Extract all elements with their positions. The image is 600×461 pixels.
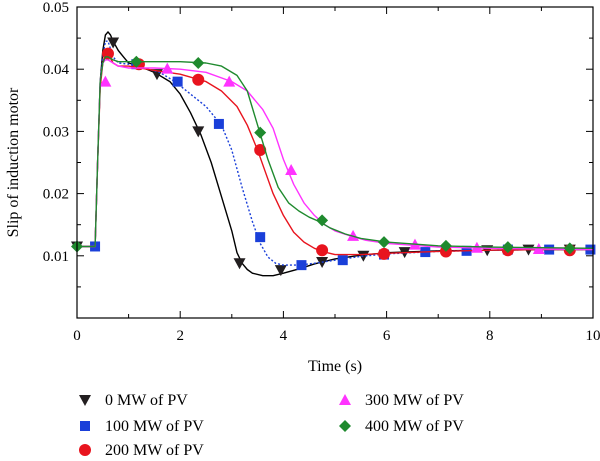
data-point bbox=[378, 236, 391, 249]
series-line bbox=[77, 40, 593, 266]
data-point bbox=[233, 258, 246, 270]
series-4 bbox=[71, 55, 594, 255]
legend-label: 400 MW of PV bbox=[365, 418, 464, 435]
legend-marker bbox=[80, 421, 90, 431]
data-point bbox=[172, 76, 183, 87]
data-point bbox=[532, 242, 545, 254]
y-axis-title: Slip of induction motor bbox=[5, 87, 22, 237]
data-point bbox=[254, 144, 267, 157]
legend-item: 300 MW of PV bbox=[339, 392, 464, 409]
data-point bbox=[347, 229, 360, 241]
legend: 0 MW of PV 100 MW of PV 200 MW of PV 300 MW… bbox=[79, 392, 464, 459]
data-point bbox=[99, 75, 112, 87]
legend-label: 100 MW of PV bbox=[105, 418, 204, 435]
y-tick-label: 0.04 bbox=[43, 62, 70, 78]
x-tick-label: 2 bbox=[176, 328, 184, 344]
axes-layer: 0 2 4 6 8 10 0.01 0.02 0.03 0.04 0.05 bbox=[43, 0, 600, 344]
series-2 bbox=[77, 47, 593, 260]
legend-marker bbox=[79, 395, 91, 406]
x-tick-label: 6 bbox=[383, 328, 391, 344]
series-line bbox=[77, 31, 593, 277]
legend-marker bbox=[339, 420, 351, 432]
legend-item: 100 MW of PV bbox=[80, 418, 204, 435]
x-axis-title: Time (s) bbox=[308, 358, 362, 375]
x-tick-label: 8 bbox=[486, 328, 494, 344]
y-tick-label: 0.02 bbox=[43, 187, 69, 203]
legend-label: 300 MW of PV bbox=[365, 392, 464, 409]
data-point bbox=[255, 232, 266, 243]
series-line bbox=[77, 59, 594, 251]
data-point bbox=[107, 37, 120, 49]
legend-item: 200 MW of PV bbox=[79, 442, 204, 459]
data-point bbox=[130, 55, 143, 68]
series-layer bbox=[71, 31, 596, 277]
data-point bbox=[192, 56, 205, 69]
data-point bbox=[285, 163, 298, 175]
x-tick-label: 4 bbox=[280, 328, 288, 344]
x-tick-label: 0 bbox=[73, 328, 81, 344]
series-line bbox=[77, 56, 594, 249]
x-tick-label: 10 bbox=[586, 328, 600, 344]
data-point bbox=[501, 241, 514, 254]
data-point bbox=[316, 214, 329, 227]
y-tick-label: 0.05 bbox=[43, 0, 69, 16]
legend-item: 400 MW of PV bbox=[339, 418, 464, 435]
data-point bbox=[254, 126, 267, 139]
data-point bbox=[439, 239, 452, 252]
y-tick-label: 0.03 bbox=[43, 124, 69, 140]
data-point bbox=[563, 242, 576, 255]
data-point bbox=[357, 250, 370, 262]
data-point bbox=[274, 265, 287, 277]
series-3 bbox=[77, 59, 594, 254]
legend-marker bbox=[79, 444, 91, 456]
data-point bbox=[192, 126, 205, 138]
y-tick-label: 0.01 bbox=[43, 249, 69, 265]
legend-label: 0 MW of PV bbox=[105, 392, 188, 409]
data-point bbox=[213, 118, 224, 129]
legend-label: 200 MW of PV bbox=[105, 442, 204, 459]
data-point bbox=[296, 260, 307, 271]
data-point bbox=[101, 47, 114, 60]
data-point bbox=[378, 247, 391, 260]
data-point bbox=[223, 75, 236, 87]
data-point bbox=[316, 244, 329, 257]
data-point bbox=[337, 255, 348, 266]
series-line bbox=[77, 53, 593, 256]
axes-frame bbox=[76, 6, 594, 319]
legend-marker bbox=[339, 394, 351, 405]
data-point bbox=[161, 62, 174, 74]
legend-item: 0 MW of PV bbox=[79, 392, 188, 409]
data-point bbox=[192, 73, 205, 86]
